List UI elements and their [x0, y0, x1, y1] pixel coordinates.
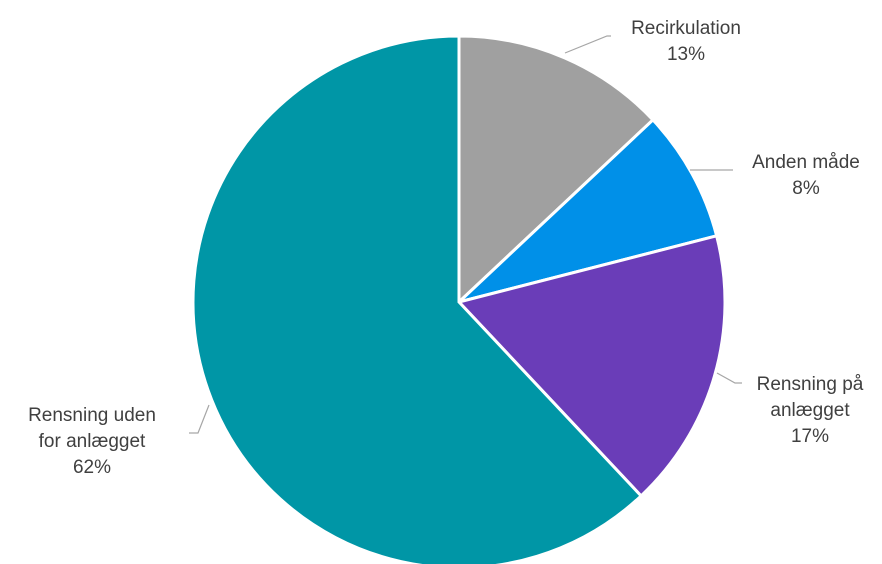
data-label-value: 17% [791, 426, 829, 447]
data-label-value: 8% [792, 178, 820, 199]
data-label-value: 13% [667, 44, 705, 65]
data-label-value: 62% [73, 457, 111, 478]
data-label-1: Anden måde 8% [752, 152, 860, 199]
data-label-2: Rensning på anlægget 17% [757, 374, 864, 447]
data-label-category: Anden måde [752, 152, 860, 173]
data-label-category: Rensning uden [28, 405, 156, 426]
slices-layer [193, 36, 725, 564]
leader-line-2 [717, 373, 742, 383]
data-label-3: Rensning uden for anlægget 62% [28, 405, 156, 478]
data-label-category: anlægget [770, 400, 850, 421]
data-label-category: for anlægget [39, 431, 146, 452]
data-label-category: Recirkulation [631, 18, 741, 39]
leader-line-3 [189, 405, 209, 433]
data-label-0: Recirkulation 13% [631, 18, 741, 65]
data-label-category: Rensning på [757, 374, 864, 395]
leader-line-0 [565, 36, 611, 53]
